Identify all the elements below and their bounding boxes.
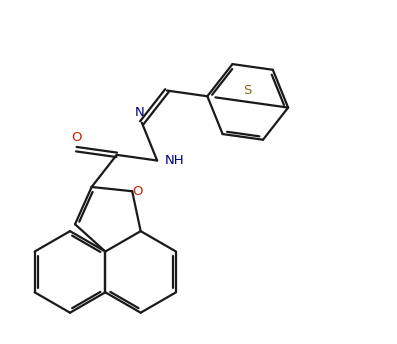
Text: O: O bbox=[71, 131, 82, 144]
Text: NH: NH bbox=[164, 154, 184, 167]
Text: S: S bbox=[243, 84, 252, 97]
Text: O: O bbox=[132, 185, 143, 198]
Text: N: N bbox=[135, 106, 145, 119]
